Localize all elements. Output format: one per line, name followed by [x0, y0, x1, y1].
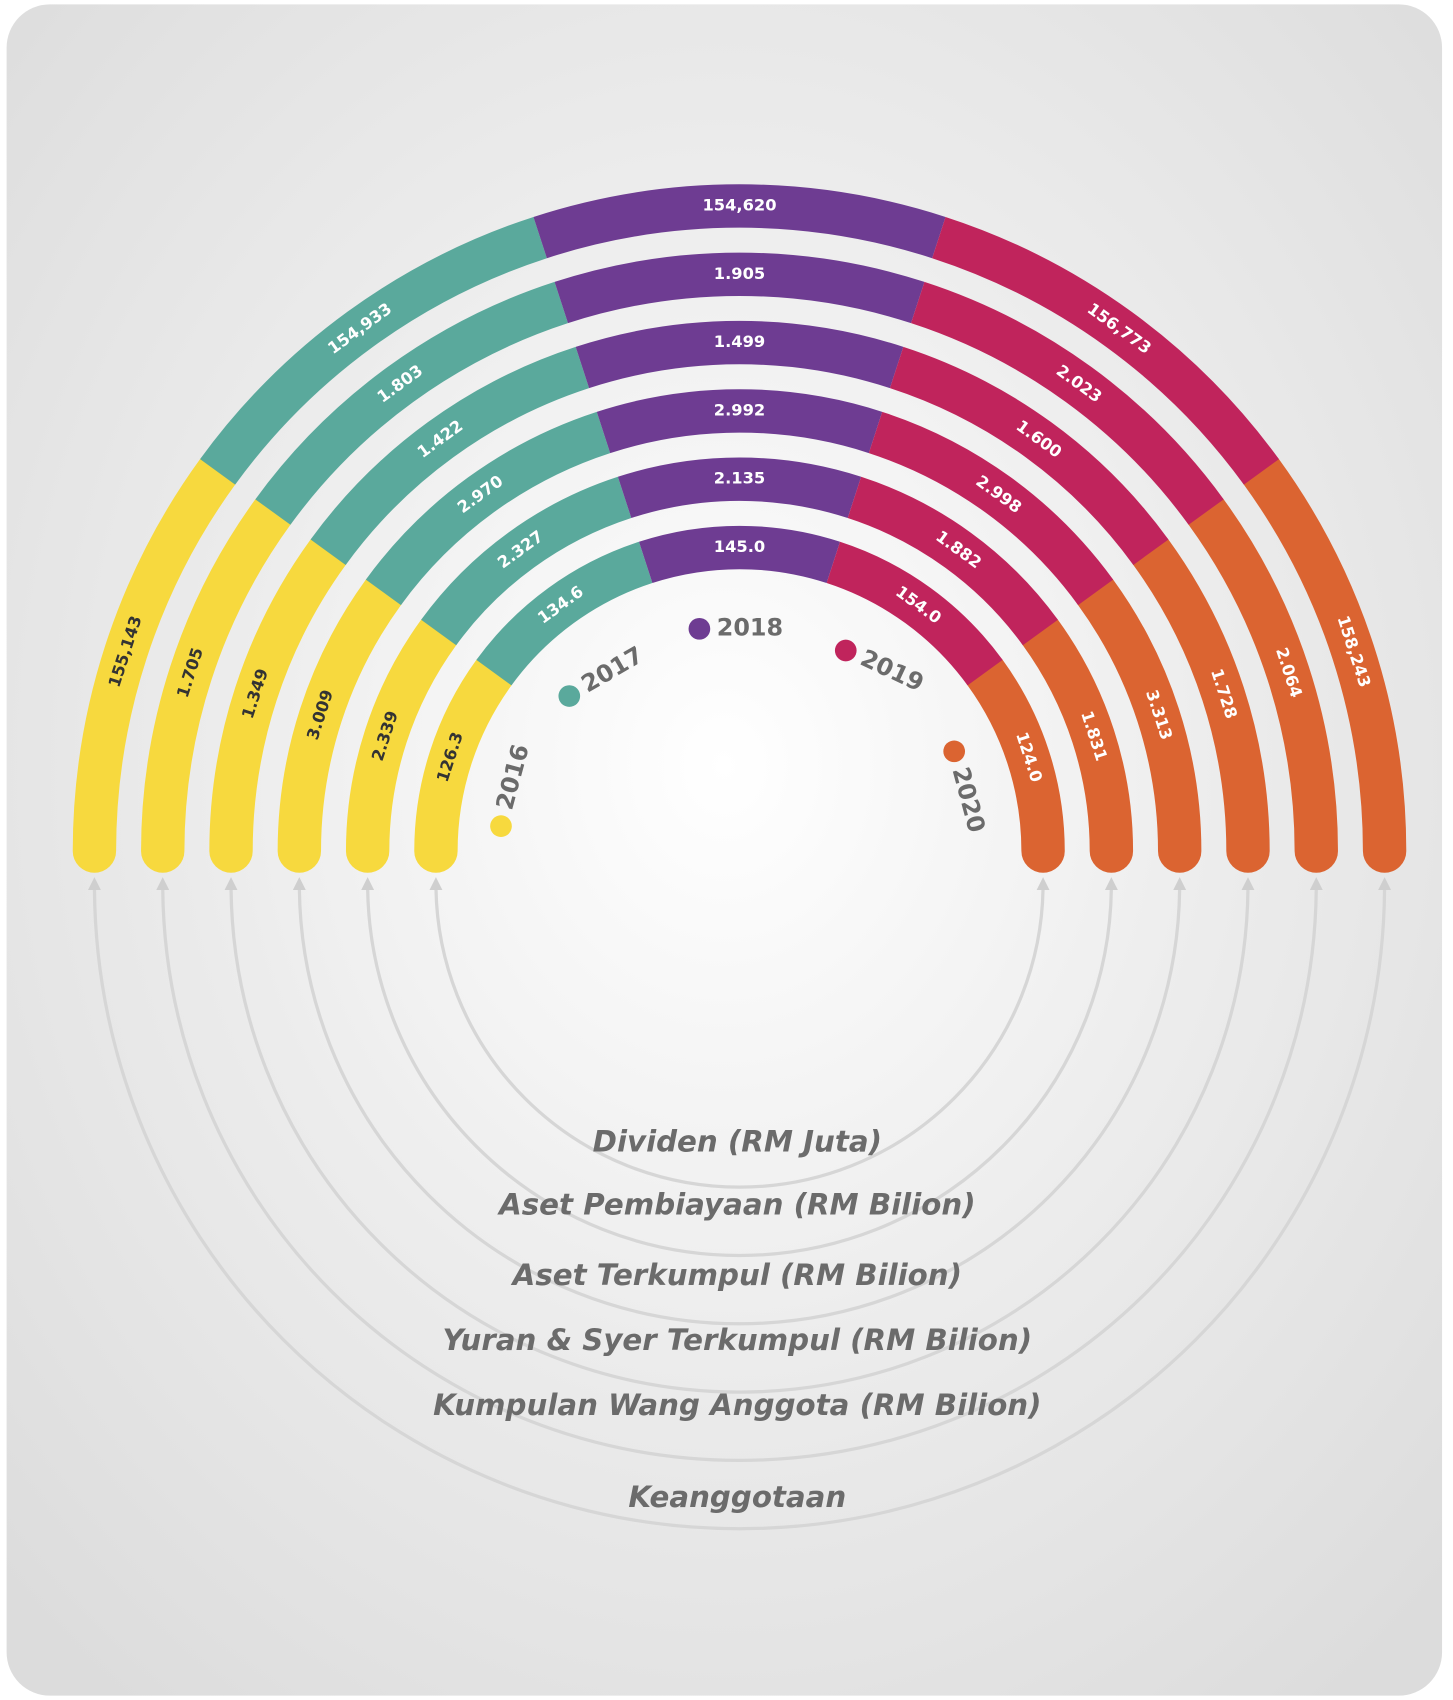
ring-segment — [847, 476, 1058, 646]
value-label: 1.905 — [714, 264, 765, 283]
ring-segment — [554, 252, 925, 324]
legend-dot — [688, 617, 711, 640]
arrow-arc — [224, 877, 1255, 1394]
ring-label: Aset Terkumpul (RM Bilion) — [511, 1258, 962, 1292]
ring-segment — [72, 450, 240, 873]
legend-dot — [834, 639, 857, 662]
ring-label: Yuran & Syer Terkumpul (RM Bilion) — [443, 1323, 1033, 1357]
ring-segment — [277, 570, 406, 873]
ring-segment — [889, 346, 1169, 566]
ring-segment — [255, 281, 568, 525]
legend-dot — [558, 685, 581, 707]
arrow-arc — [87, 877, 1392, 1531]
ring-segment — [533, 184, 946, 259]
ring-segment — [596, 389, 883, 454]
ring-segment — [209, 530, 350, 873]
value-label: 2.135 — [714, 469, 765, 488]
legend-dot — [943, 740, 966, 763]
value-label: 1.499 — [714, 332, 765, 351]
ring-segment — [1239, 450, 1407, 873]
value-label: 145.0 — [714, 537, 765, 556]
ring-label: Keanggotaan — [628, 1480, 846, 1514]
ring-segment — [421, 476, 632, 646]
ring-segment — [1129, 530, 1270, 873]
ring-segment — [414, 650, 516, 873]
value-label: 2.992 — [714, 400, 765, 419]
arrow-arc — [361, 877, 1118, 1258]
ring-segment — [868, 411, 1114, 606]
ring-segment — [932, 216, 1279, 485]
ring-label: Dividen (RM Juta) — [593, 1124, 882, 1158]
ring-segment — [826, 541, 1003, 686]
legend-label: 2018 — [717, 613, 783, 641]
ring-segment — [310, 346, 590, 566]
ring-segment — [617, 457, 862, 519]
ring-segment — [1018, 610, 1134, 873]
ring-segment — [639, 525, 841, 584]
legend-dot — [490, 815, 512, 837]
ring-segment — [575, 320, 904, 389]
ring-segment — [911, 281, 1224, 525]
ring-segment — [200, 216, 547, 485]
value-label: 154,620 — [703, 195, 777, 214]
ring-label: Aset Pembiayaan (RM Bilion) — [497, 1187, 975, 1221]
arrow-arc — [429, 877, 1050, 1189]
ring-segment — [476, 541, 653, 686]
ring-segment — [963, 650, 1065, 873]
ring-label: Kumpulan Wang Anggota (RM Bilion) — [433, 1388, 1041, 1422]
ring-segment — [365, 411, 611, 606]
ring-segment — [1073, 570, 1202, 873]
ring-segment — [141, 490, 295, 873]
ring-segment — [1184, 490, 1338, 873]
arrow-arc — [156, 877, 1323, 1462]
arrow-arc — [292, 877, 1187, 1326]
ring-segment — [345, 610, 461, 873]
